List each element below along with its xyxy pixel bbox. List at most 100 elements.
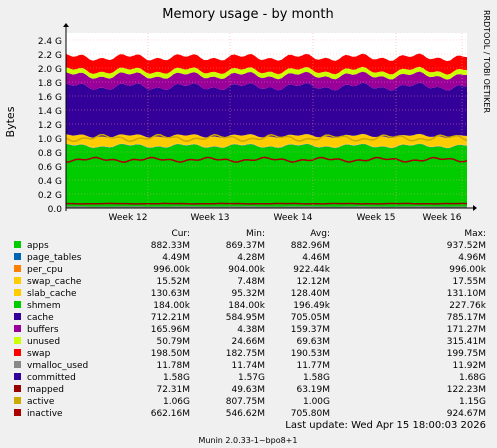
legend-series-name: mapped	[27, 385, 64, 395]
legend-value-max: 1.68G	[459, 373, 486, 383]
y-tick-label: 0.2 G	[38, 191, 62, 201]
legend-series-name: buffers	[27, 325, 59, 335]
y-tick-label: 2.4 G	[38, 37, 62, 47]
legend-value-cur: 4.49M	[162, 253, 190, 263]
legend-value-avg: 12.12M	[296, 277, 330, 287]
y-tick-label: 1.2 G	[38, 121, 62, 131]
y-axis-label: Bytes	[4, 106, 17, 137]
legend-swatch	[14, 361, 21, 368]
area-cache	[66, 82, 467, 139]
y-tick-label: 2.2 G	[38, 51, 62, 61]
legend-value-max: 315.41M	[447, 337, 486, 347]
legend-series-name: page_tables	[27, 253, 82, 263]
legend-value-min: 1.57G	[238, 373, 265, 383]
chart-title: Memory usage - by month	[162, 7, 333, 22]
legend-column-header: Cur:	[171, 229, 190, 239]
x-tick-label: Week 13	[191, 213, 230, 223]
legend-value-avg: 63.19M	[296, 385, 330, 395]
legend-series-name: active	[27, 397, 55, 407]
legend-value-min: 546.62M	[226, 409, 265, 419]
y-tick-label: 1.8 G	[38, 79, 62, 89]
legend-value-avg: 922.44k	[293, 265, 330, 275]
line-committed	[65, 91, 468, 103]
legend-value-min: 24.66M	[231, 337, 265, 347]
legend-value-max: 4.96M	[458, 253, 486, 263]
legend-value-avg: 11.77M	[296, 361, 330, 371]
legend-value-max: 11.92M	[452, 361, 486, 371]
legend-value-cur: 712.21M	[151, 313, 190, 323]
legend-value-avg: 190.53M	[291, 349, 330, 359]
legend-series-name: swap	[27, 349, 51, 359]
area-apps	[66, 144, 467, 208]
x-tick-label: Week 16	[423, 213, 462, 223]
legend-value-min: 584.95M	[226, 313, 265, 323]
line-vmalloc-used	[65, 206, 467, 209]
legend-swatch	[14, 409, 21, 416]
legend-value-cur: 11.78M	[156, 361, 190, 371]
plot-area	[65, 33, 468, 209]
legend-swatch	[14, 241, 21, 248]
last-update-text: Last update: Wed Apr 15 18:00:03 2026	[285, 420, 486, 431]
legend-value-cur: 996.00k	[153, 265, 190, 275]
legend-column-header: Avg:	[310, 229, 330, 239]
x-tick-label: Week 12	[109, 213, 148, 223]
legend-value-min: 807.75M	[226, 397, 265, 407]
munin-version: Munin 2.0.33-1~bpo8+1	[199, 436, 298, 445]
legend-swatch	[14, 385, 21, 392]
legend-value-cur: 130.63M	[151, 289, 190, 299]
legend-value-min: 11.74M	[231, 361, 265, 371]
legend-swatch	[14, 397, 21, 404]
line-mapped	[66, 202, 468, 205]
y-tick-label: 0.8 G	[38, 149, 62, 159]
legend-swatch	[14, 313, 21, 320]
legend-value-cur: 72.31M	[156, 385, 190, 395]
x-tick-label: Week 14	[274, 213, 313, 223]
x-axis-arrow	[473, 205, 477, 211]
legend-value-avg: 705.80M	[291, 409, 330, 419]
legend-value-avg: 705.05M	[291, 313, 330, 323]
legend-value-max: 171.27M	[447, 325, 486, 335]
legend-series-name: inactive	[27, 409, 63, 419]
legend-value-cur: 50.79M	[156, 337, 190, 347]
legend-value-min: 7.48M	[237, 277, 265, 287]
legend-series-name: unused	[27, 337, 60, 347]
legend-value-max: 131.10M	[447, 289, 486, 299]
legend-value-avg: 4.46M	[302, 253, 330, 263]
legend-value-min: 4.38M	[237, 325, 265, 335]
legend-value-cur: 165.96M	[151, 325, 190, 335]
rrdtool-watermark: RRDTOOL / TOBI OETIKER	[482, 10, 491, 113]
legend-column-header: Min:	[246, 229, 265, 239]
legend-value-max: 1.15G	[459, 397, 486, 407]
axes: 0.0 0.2 G 0.4 G 0.6 G 0.8 G 1.0 G 1.2 G 1.4 G 1.…	[38, 23, 477, 223]
legend-value-min: 184.00k	[228, 301, 265, 311]
legend-swatch	[14, 349, 21, 356]
y-tick-label: 0.6 G	[38, 163, 62, 173]
legend-swatch	[14, 265, 21, 272]
legend-value-cur: 1.06G	[163, 397, 190, 407]
legend-column-header: Max:	[464, 229, 486, 239]
legend-value-min: 904.00k	[228, 265, 265, 275]
y-tick-label: 1.6 G	[38, 93, 62, 103]
line-active	[65, 133, 468, 143]
legend-series-name: per_cpu	[27, 265, 63, 275]
legend-value-avg: 1.00G	[303, 397, 330, 407]
legend-swatch	[14, 373, 21, 380]
legend-value-cur: 184.00k	[153, 301, 190, 311]
legend-value-max: 227.76k	[449, 301, 486, 311]
legend-series-name: slab_cache	[27, 289, 77, 299]
area-swap	[66, 53, 467, 75]
legend-series-name: apps	[27, 241, 49, 251]
legend-swatch	[14, 277, 21, 284]
x-tick-label: Week 15	[357, 213, 396, 223]
legend-value-cur: 882.33M	[151, 241, 190, 251]
legend-value-avg: 128.40M	[291, 289, 330, 299]
legend-value-min: 182.75M	[226, 349, 265, 359]
legend-swatch	[14, 253, 21, 260]
legend-value-avg: 69.63M	[296, 337, 330, 347]
legend-value-max: 199.75M	[447, 349, 486, 359]
area-buffers	[66, 71, 467, 91]
legend-series-name: cache	[27, 313, 54, 323]
legend-value-max: 937.52M	[447, 241, 486, 251]
